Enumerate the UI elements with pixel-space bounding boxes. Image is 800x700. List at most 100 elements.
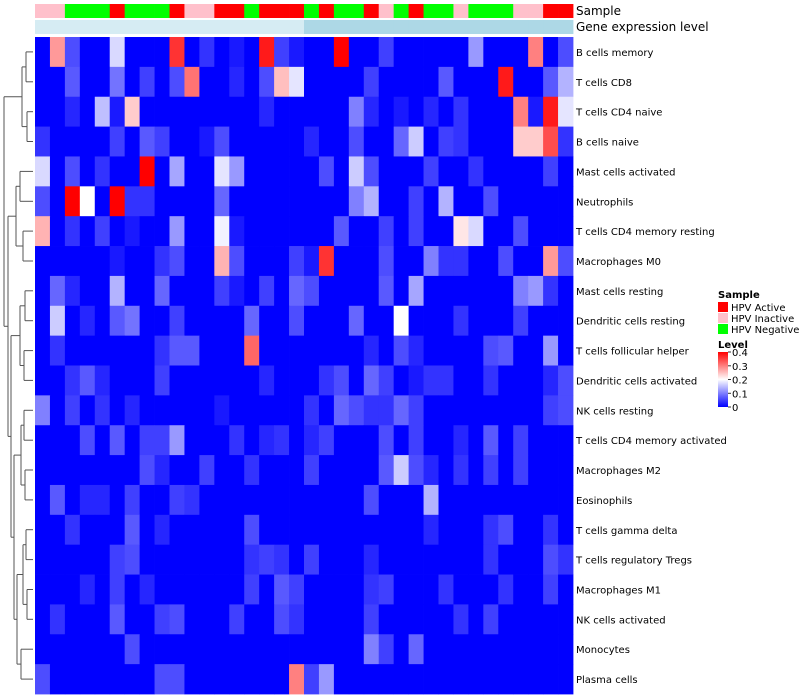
expression-track-cell: [79, 20, 96, 34]
heatmap-cell: [333, 66, 350, 98]
heatmap-cell: [124, 664, 141, 695]
sample-track-cell: [318, 4, 335, 18]
heatmap-cell: [333, 96, 350, 127]
heatmap-cell: [378, 425, 395, 456]
expression-track-cell: [528, 20, 544, 34]
heatmap-cell: [423, 634, 439, 665]
heatmap-cell: [558, 37, 574, 68]
heatmap-cell: [139, 37, 155, 68]
heatmap-cell: [244, 484, 260, 516]
heatmap-cell: [498, 574, 514, 605]
heatmap-cell: [79, 544, 96, 575]
heatmap-cell: [94, 246, 111, 277]
sample-track-cell: [169, 4, 185, 18]
heatmap-cell: [154, 544, 170, 575]
heatmap-cell: [199, 126, 215, 157]
heatmap-cell: [363, 96, 380, 127]
heatmap-cell: [498, 664, 514, 695]
heatmap-cell: [483, 156, 499, 187]
heatmap-cell: [528, 186, 544, 217]
heatmap-cell: [393, 425, 410, 456]
heatmap-cell: [453, 574, 469, 605]
heatmap-cell: [483, 365, 499, 396]
expression-track-cell: [199, 20, 215, 34]
heatmap-cell: [348, 425, 365, 456]
heatmap-cell: [378, 484, 395, 516]
heatmap-cell: [498, 37, 514, 68]
heatmap-cell: [498, 335, 514, 366]
heatmap-cell: [229, 664, 245, 695]
heatmap-cell: [229, 335, 245, 366]
heatmap-cell: [199, 634, 215, 665]
heatmap-cell: [124, 275, 141, 307]
expression-track-cell: [423, 20, 439, 34]
heatmap-cell: [318, 664, 335, 695]
heatmap-cell: [378, 514, 395, 546]
heatmap-cell: [184, 484, 200, 516]
heatmap-cell: [49, 604, 66, 635]
heatmap-cell: [274, 604, 290, 635]
expression-track-cell: [333, 20, 350, 34]
heatmap-cell: [348, 156, 365, 187]
heatmap-cell: [438, 514, 454, 546]
heatmap-cell: [229, 514, 245, 546]
heatmap-cell: [304, 604, 320, 635]
sample-track-cell: [124, 4, 141, 18]
expression-track-cell: [229, 20, 245, 34]
heatmap-cell: [199, 604, 215, 635]
heatmap-cell: [244, 574, 260, 605]
heatmap-cell: [139, 156, 155, 187]
heatmap-cell: [438, 246, 454, 277]
heatmap-cell: [184, 96, 200, 127]
expression-track-cell: [513, 20, 529, 34]
heatmap-cell: [348, 664, 365, 695]
heatmap-cell: [438, 66, 454, 98]
heatmap-cell: [214, 365, 230, 396]
heatmap-cell: [184, 544, 200, 575]
heatmap-cell: [513, 246, 529, 277]
heatmap-cell: [35, 156, 51, 187]
sample-track-cell: [94, 4, 111, 18]
heatmap-cell: [333, 484, 350, 516]
row-label: T cells CD8: [575, 78, 632, 89]
heatmap-cell: [543, 66, 559, 98]
heatmap-cell: [169, 126, 185, 157]
heatmap-cell: [393, 66, 410, 98]
heatmap-cell: [483, 634, 499, 665]
heatmap-cell: [169, 455, 185, 486]
heatmap-cell: [304, 634, 320, 665]
heatmap-cell: [468, 96, 484, 127]
heatmap-cell: [363, 186, 380, 217]
heatmap-cell: [363, 156, 380, 187]
heatmap-cell: [124, 96, 141, 127]
heatmap-cell: [289, 186, 305, 217]
heatmap-cell: [468, 156, 484, 187]
heatmap-cell: [184, 455, 200, 486]
heatmap-cell: [64, 66, 81, 98]
heatmap-cell: [348, 395, 365, 426]
sample-track-cell: [363, 4, 380, 18]
heatmap-cell: [513, 484, 529, 516]
heatmap-cell: [94, 574, 111, 605]
heatmap-cell: [169, 514, 185, 546]
heatmap-cell: [184, 574, 200, 605]
heatmap-cell: [304, 395, 320, 426]
heatmap-cell: [94, 126, 111, 157]
heatmap-cell: [184, 395, 200, 426]
expression-track-cell: [304, 20, 320, 34]
heatmap-cell: [289, 37, 305, 68]
heatmap-cell: [289, 156, 305, 187]
heatmap-cell: [49, 37, 66, 68]
heatmap-cell: [94, 275, 111, 307]
heatmap-cell: [438, 604, 454, 635]
heatmap-cell: [378, 216, 395, 247]
heatmap-cell: [363, 634, 380, 665]
heatmap-cell: [139, 484, 155, 516]
heatmap-cell: [363, 664, 380, 695]
heatmap-cell: [289, 425, 305, 456]
heatmap-cell: [94, 156, 111, 187]
sample-track-cell: [259, 4, 275, 18]
sample-track-cell: [348, 4, 365, 18]
heatmap-cell: [363, 395, 380, 426]
